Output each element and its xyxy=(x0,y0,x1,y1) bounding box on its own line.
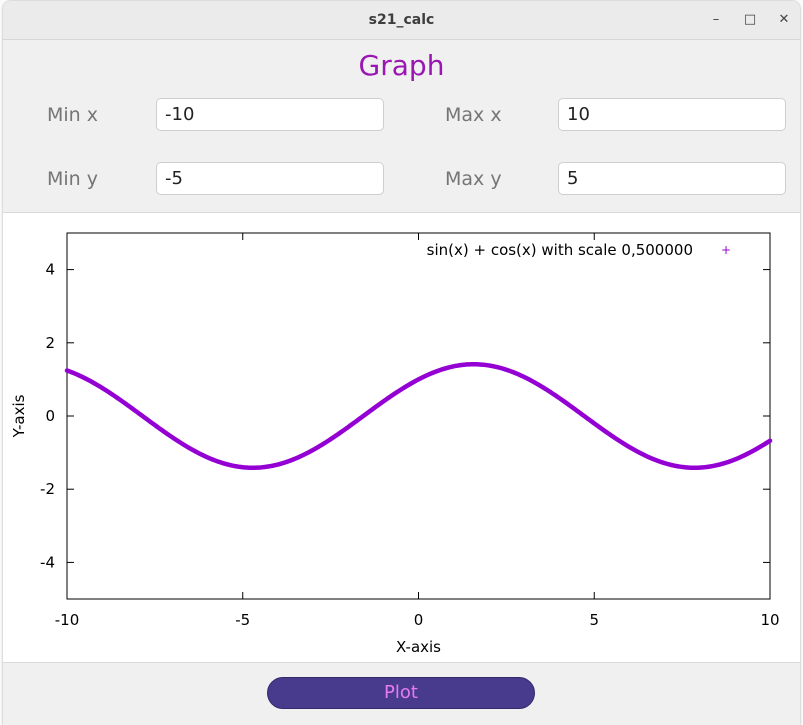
legend-marker: + xyxy=(721,243,731,257)
axis-ticks: -10 -5 0 5 10 -4 -2 0 2 4 xyxy=(40,233,780,629)
y-tick-label: 0 xyxy=(45,407,55,425)
page-title: Graph xyxy=(358,49,445,82)
x-axis-label: X-axis xyxy=(396,638,441,656)
max-y-label: Max y xyxy=(445,168,502,190)
x-tick-label: 5 xyxy=(589,611,599,629)
min-x-label: Min x xyxy=(47,104,98,126)
min-x-input[interactable] xyxy=(156,98,384,131)
close-button[interactable]: ✕ xyxy=(778,12,790,27)
x-tick-label: -10 xyxy=(55,611,80,629)
title-bar: s21_calc – □ ✕ xyxy=(3,1,800,40)
maximize-button[interactable]: □ xyxy=(743,12,757,27)
y-tick-label: -4 xyxy=(40,553,55,571)
min-y-label: Min y xyxy=(47,168,98,190)
plot-panel: -10 -5 0 5 10 -4 -2 0 2 4 X-axis Y-axis sin(x) + … xyxy=(3,212,800,663)
plot-button[interactable]: Plot xyxy=(267,677,535,709)
max-x-input[interactable] xyxy=(558,98,786,131)
y-axis-label: Y-axis xyxy=(10,394,28,438)
x-tick-label: 0 xyxy=(414,611,424,629)
window-title: s21_calc xyxy=(368,12,435,28)
plot-area-frame xyxy=(66,232,771,600)
min-y-input[interactable] xyxy=(156,162,384,195)
series-line xyxy=(64,361,773,471)
y-tick-label: 2 xyxy=(45,334,55,352)
max-y-input[interactable] xyxy=(558,162,786,195)
function-chart: -10 -5 0 5 10 -4 -2 0 2 4 X-axis Y-axis sin(x) + … xyxy=(10,232,780,656)
app-window: s21_calc – □ ✕ Graph Min x Max x Min y M… xyxy=(3,1,800,725)
x-tick-label: -5 xyxy=(235,611,250,629)
max-x-label: Max x xyxy=(445,104,502,126)
minimize-button[interactable]: – xyxy=(712,12,720,27)
x-tick-label: 10 xyxy=(760,611,779,629)
legend-label: sin(x) + cos(x) with scale 0,500000 xyxy=(427,241,693,259)
y-tick-label: -2 xyxy=(40,480,55,498)
y-tick-label: 4 xyxy=(45,261,55,279)
